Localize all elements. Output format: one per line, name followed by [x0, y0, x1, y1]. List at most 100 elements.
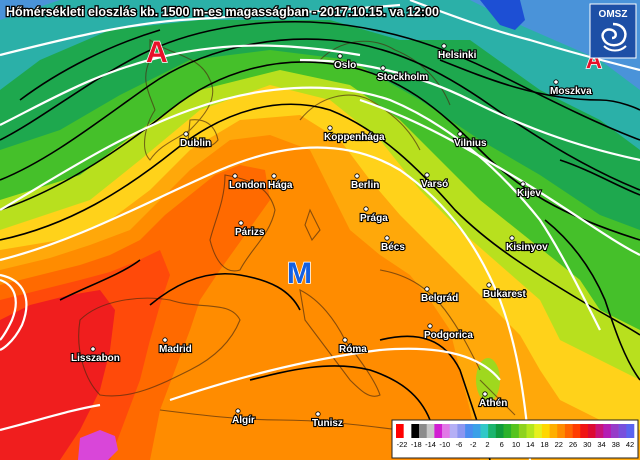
omsz-cyclone-logo-icon: [601, 22, 627, 52]
city-label: Hága: [268, 180, 293, 191]
city-dot: [232, 173, 238, 179]
city-label: Belgrád: [421, 293, 458, 304]
isotherm-contours: [0, 20, 640, 460]
low-pressure-center: M: [287, 257, 312, 290]
legend-swatch: [526, 424, 535, 438]
legend-tick-label: -14: [425, 440, 436, 449]
legend-tick-label: -2: [470, 440, 477, 449]
city-label: Kijev: [517, 188, 541, 199]
legend-tick-label: 10: [512, 440, 520, 449]
logo-label: OMSZ: [599, 9, 628, 20]
city-dot: [424, 172, 430, 178]
city-label: Athén: [479, 398, 507, 409]
legend-swatch: [480, 424, 489, 438]
city-dot: [337, 53, 343, 59]
legend-swatch: [403, 424, 412, 438]
city-label: Vilnius: [454, 138, 487, 149]
legend-swatch: [618, 424, 627, 438]
city-dot: [482, 391, 488, 397]
legend-tick-label: 42: [626, 440, 634, 449]
city-marker: Madrid: [158, 337, 193, 356]
city-marker: Tunisz: [311, 411, 344, 430]
city-label: Párizs: [235, 227, 265, 238]
city-label: Lisszabon: [71, 353, 120, 364]
legend-swatch: [518, 424, 527, 438]
legend-tick-label: 38: [612, 440, 620, 449]
city-marker: Kisinyov: [505, 235, 549, 254]
legend-tick-label: -18: [411, 440, 422, 449]
legend-swatch: [580, 424, 589, 438]
map-title: Hőmérsékleti eloszlás kb. 1500 m-es maga…: [6, 5, 439, 19]
city-label: Oslo: [334, 60, 356, 71]
legend-swatch: [442, 424, 451, 438]
cities: Helsinki Oslo Stockholm Moszkva Dublin Koppen…: [70, 43, 593, 430]
city-dot: [553, 79, 559, 85]
city-label: Stockholm: [377, 72, 428, 83]
city-marker: Helsinki: [437, 43, 478, 62]
legend-swatch: [626, 424, 635, 438]
legend-swatch: [572, 424, 581, 438]
city-marker: Róma: [338, 337, 368, 356]
legend-swatch: [472, 424, 481, 438]
legend-swatch: [411, 424, 420, 438]
legend-tick-label: 22: [555, 440, 563, 449]
city-dot: [427, 323, 433, 329]
city-label: Bukarest: [483, 289, 526, 300]
legend-swatch: [541, 424, 550, 438]
city-label: Kisinyov: [506, 242, 548, 253]
legend-swatch: [434, 424, 443, 438]
legend-swatch: [603, 424, 612, 438]
city-marker: Dublin: [179, 131, 212, 150]
legend-swatch: [426, 424, 435, 438]
city-dot: [327, 125, 333, 131]
legend-swatch: [511, 424, 520, 438]
legend-swatch: [595, 424, 604, 438]
city-dot: [235, 408, 241, 414]
city-marker: Belgrád: [420, 286, 459, 305]
city-dot: [441, 43, 447, 49]
legend-swatch: [549, 424, 558, 438]
city-marker: Hága: [267, 173, 294, 192]
legend-swatch: [457, 424, 466, 438]
city-marker: Moszkva: [549, 79, 593, 98]
legend-tick-label: 14: [526, 440, 534, 449]
city-dot: [457, 131, 463, 137]
city-dot: [183, 131, 189, 137]
city-dot: [162, 337, 168, 343]
legend-swatch: [396, 424, 404, 438]
city-dot: [90, 346, 96, 352]
legend-swatch: [587, 424, 596, 438]
legend-swatch: [495, 424, 504, 438]
city-dot: [509, 235, 515, 241]
city-marker: Lisszabon: [70, 346, 121, 365]
city-label: London: [229, 180, 266, 191]
city-marker: Bécs: [380, 235, 406, 254]
city-label: Helsinki: [438, 50, 477, 61]
coastlines: [78, 38, 516, 431]
legend-tick-label: -10: [439, 440, 450, 449]
legend-tick-label: 18: [540, 440, 548, 449]
city-dot: [271, 173, 277, 179]
legend-swatch: [557, 424, 566, 438]
city-label: Koppenhága: [324, 132, 385, 143]
city-label: Prága: [360, 213, 388, 224]
legend-tick-label: 30: [583, 440, 591, 449]
legend-swatch: [449, 424, 458, 438]
city-marker: Prága: [359, 206, 389, 225]
omsz-logo: OMSZ: [589, 3, 637, 59]
legend-swatch: [465, 424, 474, 438]
city-marker: Algír: [231, 408, 256, 427]
city-marker: Oslo: [333, 53, 357, 72]
legend-tick-label: -6: [456, 440, 463, 449]
city-label: Algír: [232, 415, 255, 426]
legend-swatch: [534, 424, 543, 438]
city-dot: [520, 181, 526, 187]
legend-tick-label: -22: [397, 440, 408, 449]
city-label: Podgorica: [424, 330, 473, 341]
city-marker: Kijev: [516, 181, 542, 200]
city-label: Moszkva: [550, 86, 592, 97]
